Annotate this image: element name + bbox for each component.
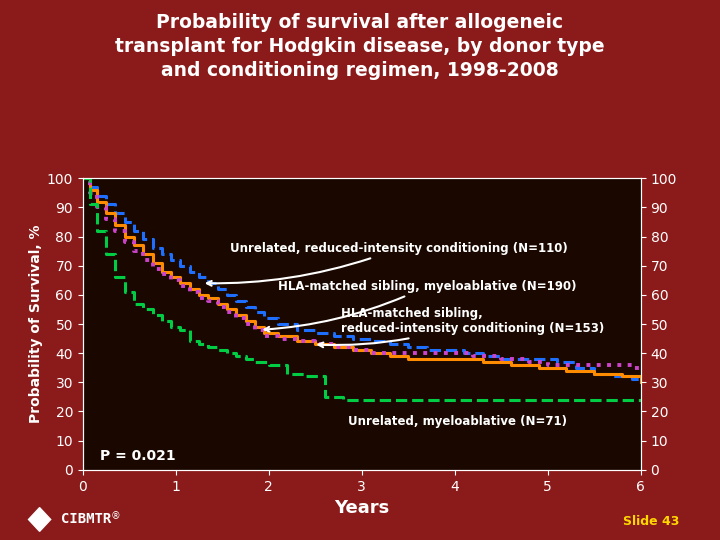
- Text: ®: ®: [110, 511, 120, 521]
- Text: P = 0.021: P = 0.021: [99, 449, 175, 463]
- Y-axis label: Probability of Survival, %: Probability of Survival, %: [29, 225, 42, 423]
- Text: HLA-matched sibling,
reduced-intensity conditioning (N=153): HLA-matched sibling, reduced-intensity c…: [318, 307, 605, 347]
- Text: Unrelated, myeloablative (N=71): Unrelated, myeloablative (N=71): [348, 415, 567, 428]
- Text: Unrelated, reduced-intensity conditioning (N=110): Unrelated, reduced-intensity conditionin…: [207, 242, 567, 286]
- Text: HLA-matched sibling, myeloablative (N=190): HLA-matched sibling, myeloablative (N=19…: [264, 280, 577, 332]
- Text: Slide 43: Slide 43: [623, 515, 679, 528]
- Text: CIBMTR: CIBMTR: [61, 512, 112, 526]
- Text: Probability of survival after allogeneic
transplant for Hodgkin disease, by dono: Probability of survival after allogeneic…: [115, 14, 605, 79]
- X-axis label: Years: Years: [334, 499, 390, 517]
